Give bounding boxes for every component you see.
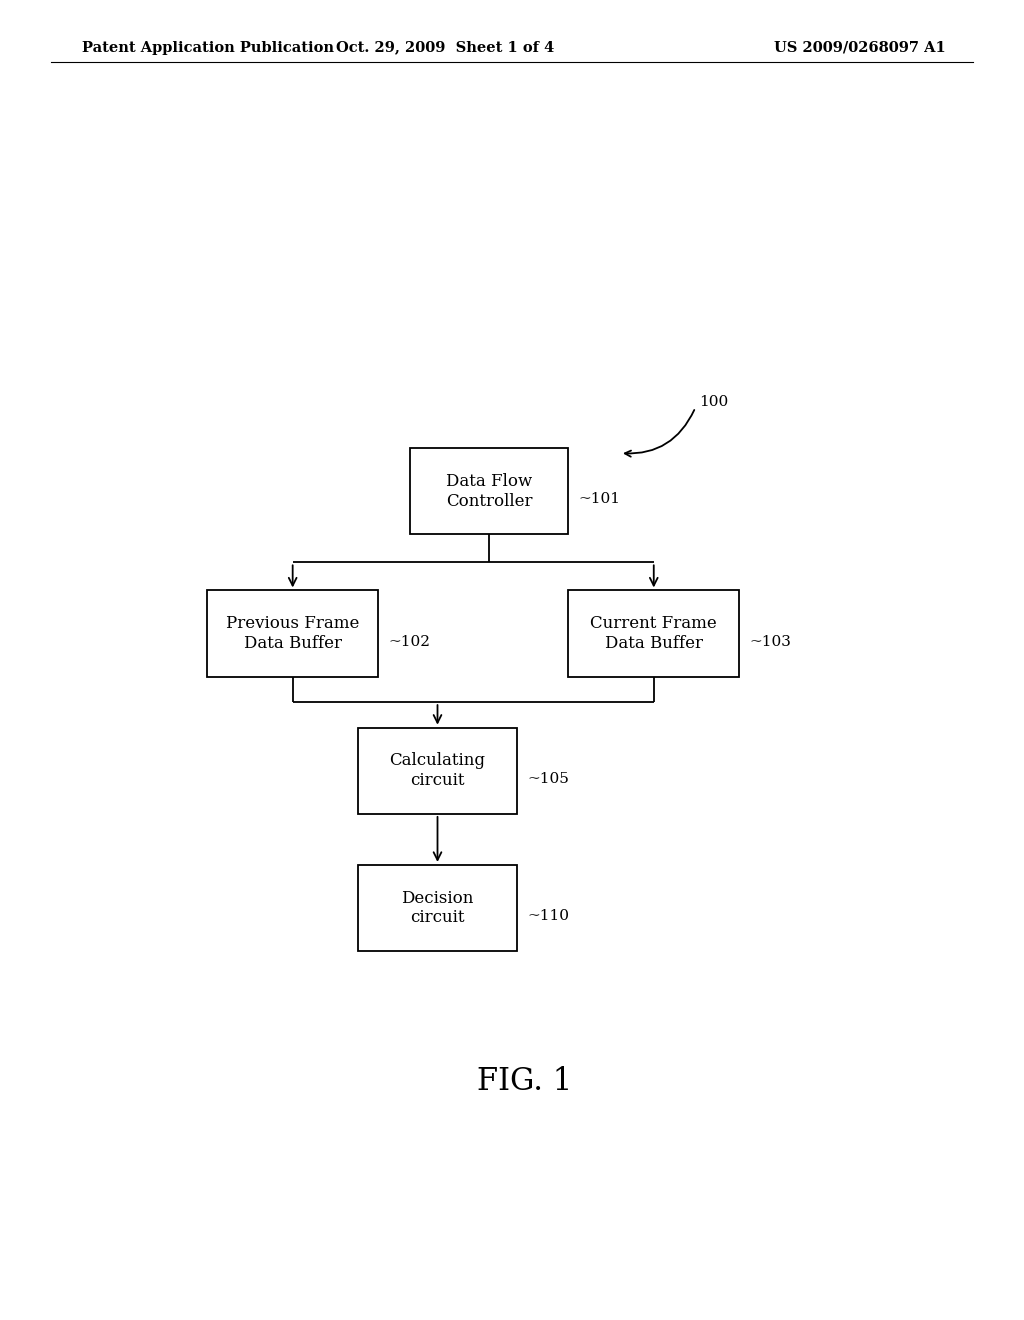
Text: Patent Application Publication: Patent Application Publication <box>82 41 334 54</box>
Bar <box>410 447 568 535</box>
Text: ~105: ~105 <box>527 772 569 785</box>
Text: Calculating
circuit: Calculating circuit <box>389 752 485 789</box>
Text: US 2009/0268097 A1: US 2009/0268097 A1 <box>774 41 946 54</box>
Text: ~110: ~110 <box>527 909 569 923</box>
Text: ~102: ~102 <box>388 635 430 648</box>
Text: Previous Frame
Data Buffer: Previous Frame Data Buffer <box>226 615 359 652</box>
Text: 100: 100 <box>699 395 729 409</box>
Text: ~101: ~101 <box>579 492 621 507</box>
Text: Oct. 29, 2009  Sheet 1 of 4: Oct. 29, 2009 Sheet 1 of 4 <box>336 41 555 54</box>
FancyArrowPatch shape <box>625 411 694 457</box>
Text: Decision
circuit: Decision circuit <box>401 890 474 927</box>
Bar <box>358 865 517 952</box>
Bar <box>568 590 739 677</box>
Text: Current Frame
Data Buffer: Current Frame Data Buffer <box>591 615 717 652</box>
Text: Data Flow
Controller: Data Flow Controller <box>445 473 532 510</box>
Text: ~103: ~103 <box>750 635 792 648</box>
Text: FIG. 1: FIG. 1 <box>477 1065 572 1097</box>
Bar <box>358 727 517 814</box>
Bar <box>207 590 378 677</box>
